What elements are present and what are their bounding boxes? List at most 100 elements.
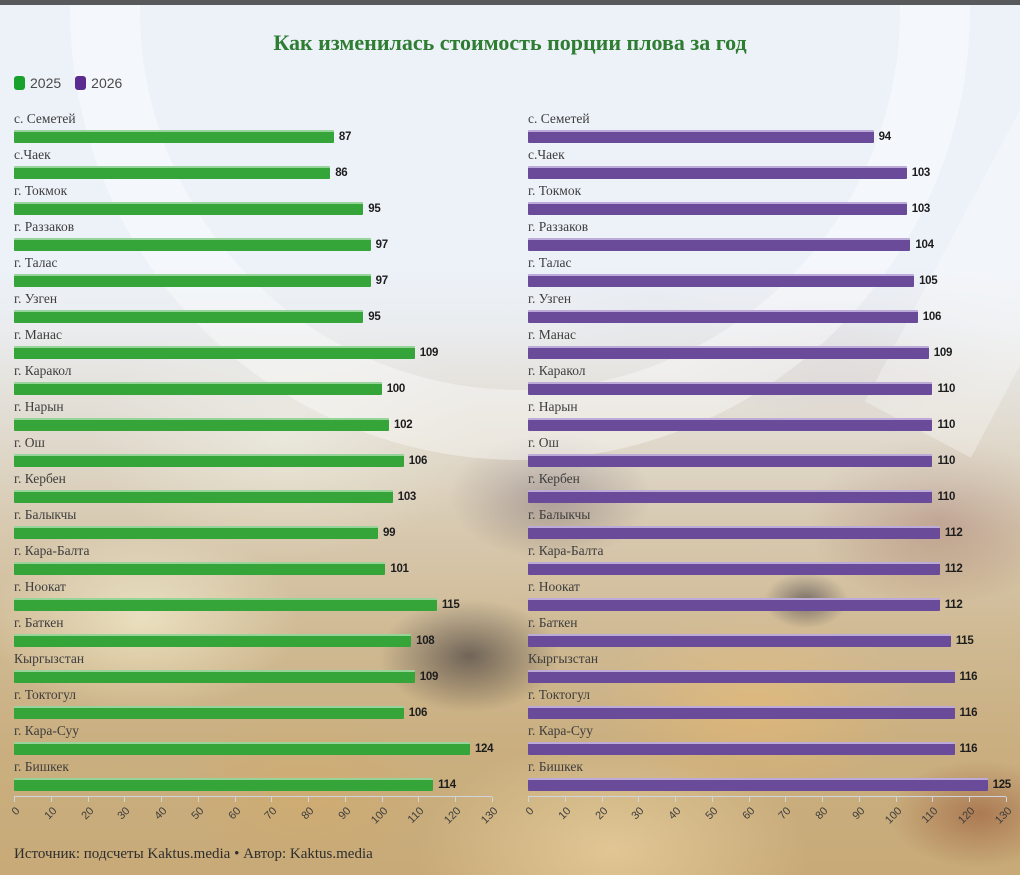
value-bar [14,346,415,359]
bar-line: 102 [14,418,492,431]
chart-row: г. Раззаков 97 [14,218,492,254]
bar-line: 106 [14,706,492,719]
bar-line: 110 [528,418,1006,431]
value-bar [14,634,412,647]
category-label: г. Ош [14,435,45,450]
category-label: г. Кербен [528,471,580,486]
value-label: 104 [915,238,934,251]
value-bar [14,202,364,215]
bar-line: 94 [528,130,1006,143]
value-bar [14,310,364,323]
category-label: г. Раззаков [14,219,75,234]
value-bar [528,202,907,215]
value-label: 106 [922,310,942,323]
value-label: 103 [397,490,417,503]
category-label: г. Раззаков [528,219,589,234]
value-label: 115 [955,634,974,647]
axis-tick [969,797,971,802]
axis-tick [858,797,860,802]
chart-row: г. Узген 95 [14,290,492,326]
axis-tick-label: 30 [629,805,647,823]
value-label: 115 [441,598,460,611]
axis-tick [418,797,420,802]
value-label: 86 [335,166,348,179]
bar-line: 109 [528,346,1006,359]
axis-tick-label: 80 [299,805,317,823]
axis-tick [785,797,787,802]
chart-row: г. Ноокат 115 [14,578,492,614]
chart-row: г. Раззаков 104 [528,218,1006,254]
value-label: 112 [944,598,963,611]
bar-line: 116 [528,742,1006,755]
page-title: Как изменилась стоимость порции плова за… [273,30,747,55]
chart-2025: с. Семетей 87 с.Чаек 86 г. Токмок 95 г. Раззак… [10,110,501,843]
value-label: 94 [878,130,892,143]
chart-row: г. Токмок 103 [528,182,1006,218]
chart-row: г. Манас 109 [14,326,492,362]
category-label: г. Кара-Балта [528,543,604,558]
chart-row: г. Нарын 102 [14,398,492,434]
value-bar [528,706,955,719]
chart-row: г. Каракол 100 [14,362,492,398]
axis-tick-label: 40 [152,805,170,823]
bar-line: 105 [528,274,1006,287]
category-label: г. Манас [528,327,576,342]
chart-row: г. Кара-Балта 112 [528,542,1006,578]
chart-row: с. Семетей 87 [14,110,492,146]
value-label: 97 [375,274,389,287]
axis-tick-label: 50 [189,805,207,823]
bar-line: 124 [14,742,494,755]
category-label: г. Токмок [14,183,68,198]
bar-line: 125 [528,778,1011,791]
bar-line: 103 [528,166,1006,179]
chart-2026: с. Семетей 94 с.Чаек 103 г. Токмок 103 г. Разз… [524,110,1015,843]
axis-tick-label: 110 [406,805,427,826]
axis-tick [895,797,897,802]
chart-row: г. Ош 106 [14,434,492,470]
chart-row: г. Балыкчы 112 [528,506,1006,542]
axis-tick [564,797,566,802]
chart-row: г. Ош 110 [528,434,1006,470]
value-label: 103 [911,202,931,215]
axis-tick-label: 40 [666,805,684,823]
value-label: 100 [386,382,406,395]
axis-tick [528,797,529,802]
chart-row: г. Бишкек 125 [528,758,1011,794]
chart-row: г. Кара-Балта 101 [14,542,492,578]
chart-row: г. Балыкчы 99 [14,506,492,542]
axis-tick [271,797,273,802]
axis-tick-label: 60 [225,805,244,823]
value-label: 114 [438,778,456,791]
axis-tick-label: 100 [882,805,905,827]
value-bar [14,130,334,143]
axis-tick-label: 0 [523,805,537,818]
axis-tick-label: 100 [368,805,391,827]
axis-tick-label: 20 [592,805,611,823]
value-label: 106 [408,454,428,467]
value-label: 109 [933,346,953,359]
value-label: 95 [368,202,381,215]
category-label: г. Балыкчы [528,507,591,522]
value-label: 110 [937,382,956,395]
value-bar [528,346,929,359]
bar-line: 106 [14,454,492,467]
value-label: 97 [375,238,389,251]
axis-tick [932,797,934,802]
axis-tick-label: 10 [556,805,574,823]
value-bar [528,382,933,395]
chart-row: г. Талас 97 [14,254,492,290]
chart-row: г. Токтогул 106 [14,686,492,722]
value-bar [14,454,404,467]
axis-tick [748,797,750,802]
category-label: с.Чаек [528,147,565,162]
category-label: г. Бишкек [14,759,69,774]
axis-tick-label: 90 [850,805,868,823]
category-label: г. Токтогул [14,687,77,702]
chart-row: г. Баткен 108 [14,614,492,650]
chart-row: г. Кербен 110 [528,470,1006,506]
chart-row: г. Токтогул 116 [528,686,1006,722]
axis-tick-label: 70 [262,805,280,823]
chart-row: г. Баткен 115 [528,614,1006,650]
axis-tick [711,797,713,802]
value-label: 105 [919,274,938,287]
